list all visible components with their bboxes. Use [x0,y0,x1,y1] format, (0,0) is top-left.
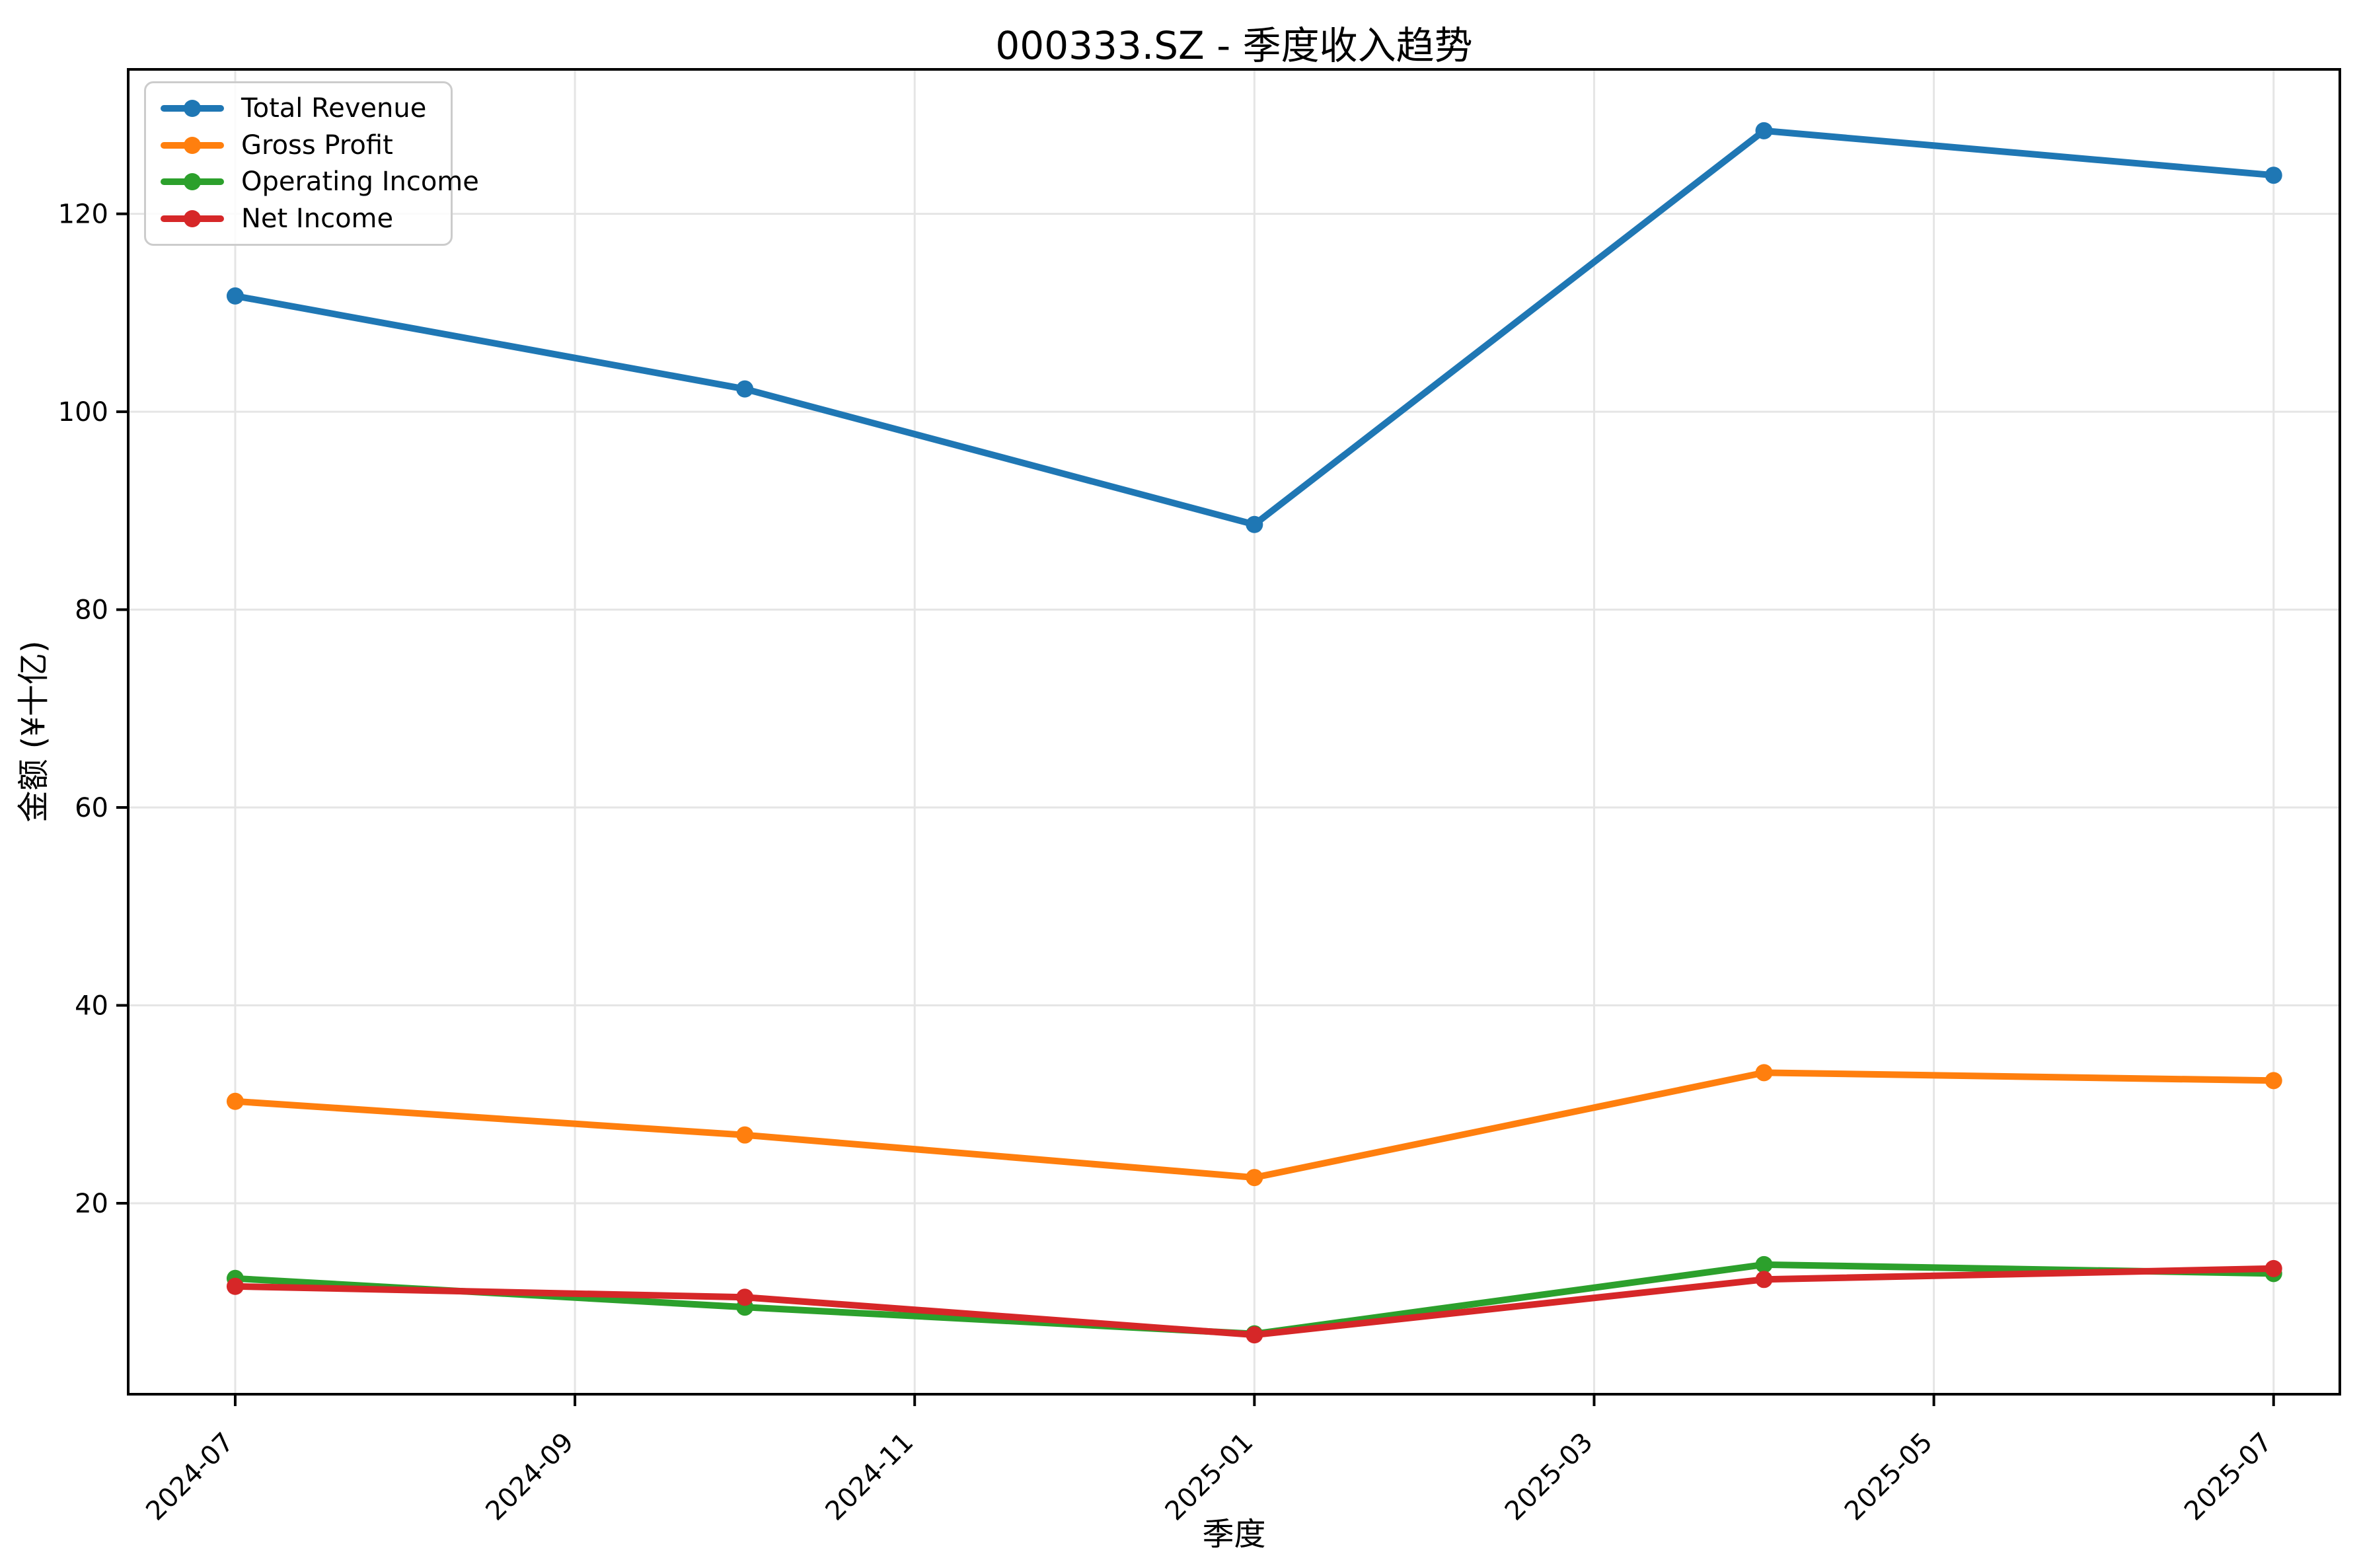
legend-entry-net-income: Net Income [161,200,436,237]
axes-spines [127,68,2341,1396]
legend-dot-icon [184,173,201,191]
y-tick-label: 100 [58,397,108,428]
data-point-net-income [226,1277,244,1295]
legend-dot-icon [184,136,201,154]
data-point-net-income [1246,1326,1263,1344]
data-point-total-revenue [2265,167,2282,184]
legend-line-marker-icon [161,210,224,228]
legend-entry-operating-income: Operating Income [161,164,479,201]
data-point-gross-profit [736,1126,754,1144]
legend-dot-icon [184,99,201,117]
chart-legend: Total Revenue Gross Profit Operating Incom… [144,81,479,246]
legend-label: Net Income [241,204,394,235]
legend-entry-total-revenue: Total Revenue [161,90,436,127]
data-point-net-income [1755,1271,1773,1288]
data-point-operating-income [1755,1255,1773,1273]
y-tick-label: 40 [75,991,108,1022]
legend-line-marker-icon [161,136,224,154]
legend-label: Operating Income [241,167,479,198]
legend-line-marker-icon [161,173,224,191]
data-point-net-income [2265,1259,2282,1277]
legend-label: Total Revenue [241,93,427,124]
data-point-gross-profit [1246,1169,1263,1187]
y-axis-label: 金额 (¥十亿) [15,640,52,823]
legend-label: Gross Profit [241,130,393,161]
data-point-total-revenue [1755,122,1773,139]
chart-title: 000333.SZ - 季度收入趋势 [995,23,1473,68]
y-tick-label: 80 [75,595,108,626]
data-point-gross-profit [226,1092,244,1110]
y-tick-label: 20 [75,1189,108,1219]
data-point-total-revenue [736,380,754,398]
y-tick-label: 60 [75,793,108,823]
data-point-total-revenue [1246,515,1263,533]
data-point-gross-profit [1755,1064,1773,1082]
legend-dot-icon [184,210,201,228]
data-point-net-income [736,1288,754,1306]
data-point-gross-profit [2265,1072,2282,1090]
x-axis-label: 季度 [1202,1516,1266,1553]
legend-line-marker-icon [161,99,224,117]
legend-entry-gross-profit: Gross Profit [161,127,436,164]
data-point-total-revenue [226,287,244,305]
y-tick-label: 120 [58,200,108,230]
